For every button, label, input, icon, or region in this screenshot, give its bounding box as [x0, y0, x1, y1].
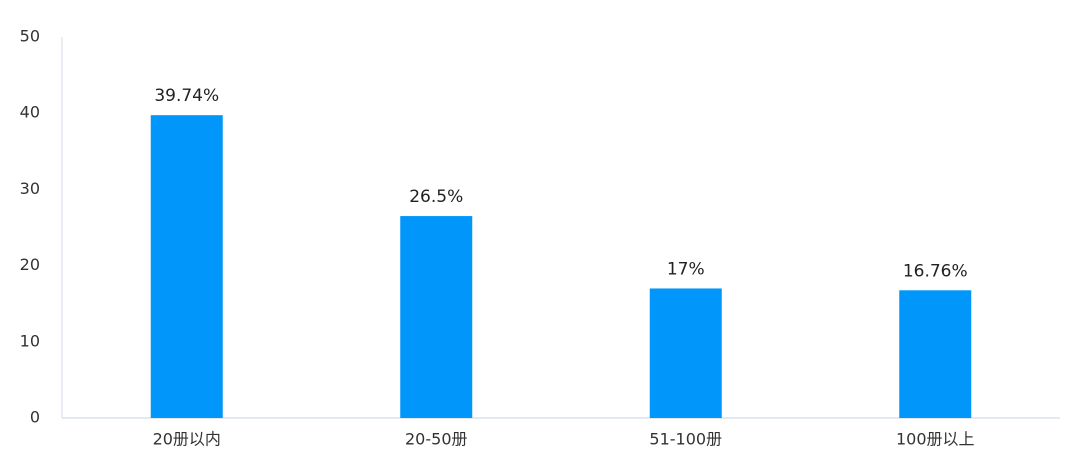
- x-tick-label: 20-50册: [405, 430, 468, 449]
- x-tick-label: 20册以内: [153, 430, 221, 449]
- y-tick-label: 30: [20, 179, 40, 198]
- y-tick-label: 20: [20, 255, 40, 274]
- x-tick-label: 51-100册: [649, 430, 722, 449]
- y-tick-label: 0: [30, 408, 40, 427]
- value-label: 39.74%: [154, 86, 219, 106]
- bar: [899, 290, 972, 418]
- bar: [400, 216, 473, 418]
- bar: [649, 288, 722, 418]
- y-tick-label: 40: [20, 103, 40, 122]
- bar: [150, 115, 223, 418]
- y-tick-label: 50: [20, 27, 40, 46]
- value-label: 16.76%: [903, 261, 968, 281]
- y-tick-label: 10: [20, 331, 40, 350]
- value-label: 26.5%: [409, 187, 463, 207]
- x-tick-label: 100册以上: [896, 430, 975, 449]
- value-label: 17%: [667, 259, 705, 279]
